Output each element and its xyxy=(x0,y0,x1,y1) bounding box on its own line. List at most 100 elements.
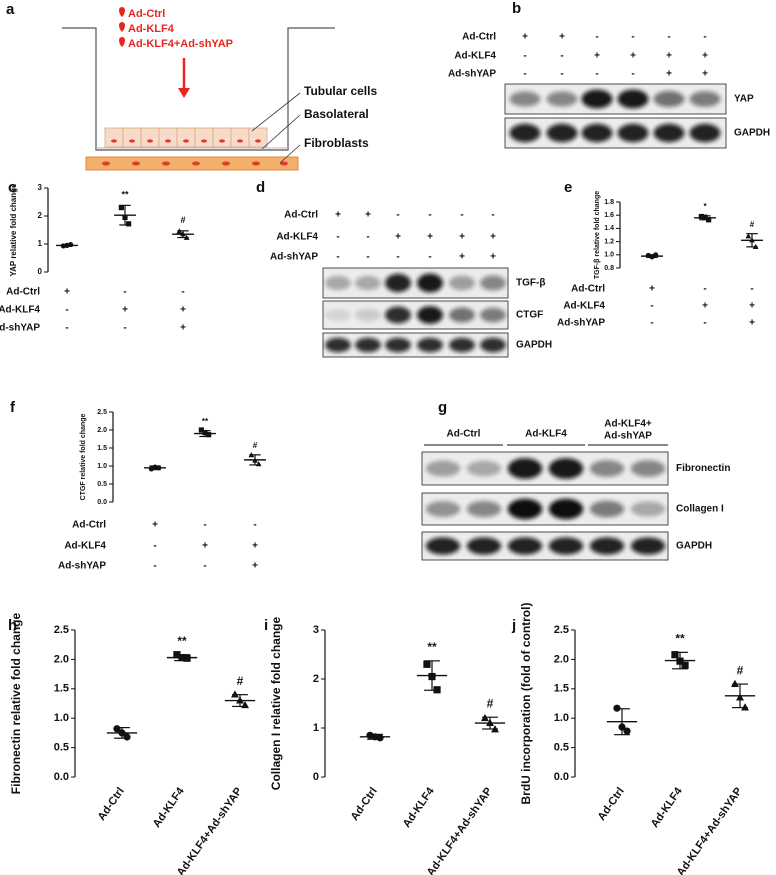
y-axis-label: BrdU incorporation (fold of control) xyxy=(519,603,533,805)
condition-sign: + xyxy=(122,305,128,316)
data-point xyxy=(736,693,744,701)
data-point xyxy=(623,727,631,735)
significance: # xyxy=(180,215,185,225)
band xyxy=(509,91,541,107)
y-tick-label: 1.0 xyxy=(97,463,107,470)
condition-sign: + xyxy=(202,541,208,552)
condition-label: Ad-shYAP xyxy=(58,561,106,572)
data-point xyxy=(206,432,212,438)
band xyxy=(589,460,625,477)
band xyxy=(507,537,543,555)
data-point xyxy=(376,734,384,742)
significance: # xyxy=(237,674,244,688)
condition-sign: - xyxy=(491,210,494,221)
y-tick-label: 0.8 xyxy=(604,265,614,272)
band xyxy=(417,337,443,353)
condition-sign: - xyxy=(650,318,653,329)
condition-sign: - xyxy=(396,210,399,221)
data-point xyxy=(176,228,183,234)
structure-label: Fibroblasts xyxy=(304,136,369,150)
condition-sign: + xyxy=(490,232,496,243)
y-tick-label: 0.0 xyxy=(97,499,107,506)
band xyxy=(417,273,443,293)
significance: # xyxy=(737,663,744,677)
fibroblast-nuclei xyxy=(102,161,288,166)
y-tick-label: 0.5 xyxy=(54,742,69,754)
band xyxy=(325,275,351,291)
data-point xyxy=(241,700,249,709)
y-axis-label: Collagen I relative fold change xyxy=(269,616,283,790)
condition-label: Ad-KLF4 xyxy=(0,305,40,316)
panel-letter: h xyxy=(8,617,17,634)
band xyxy=(385,273,411,293)
treatment-label: Ad-KLF4 xyxy=(128,23,175,35)
band xyxy=(589,537,625,555)
band xyxy=(425,537,461,555)
band xyxy=(425,460,461,477)
band xyxy=(630,537,666,555)
data-point xyxy=(653,252,659,258)
band-label: CTGF xyxy=(516,310,543,321)
y-tick-label: 0.5 xyxy=(554,742,569,754)
band xyxy=(507,498,543,520)
condition-sign: + xyxy=(252,541,258,552)
condition-sign: - xyxy=(153,541,156,552)
y-axis-label: CTGF relative fold change xyxy=(80,414,87,501)
condition-sign: - xyxy=(631,69,634,80)
tubular-nuclei xyxy=(111,139,261,143)
band xyxy=(581,123,613,143)
blot xyxy=(322,300,509,330)
data-point xyxy=(481,713,489,722)
band xyxy=(466,460,502,477)
data-point xyxy=(118,729,126,737)
data-point xyxy=(749,237,755,243)
data-point xyxy=(252,457,258,463)
blot xyxy=(322,267,509,299)
y-tick-label: 1.2 xyxy=(604,238,614,245)
condition-label: Ad-shYAP xyxy=(270,252,318,263)
data-point xyxy=(122,214,128,220)
condition-sign: - xyxy=(181,287,184,298)
band xyxy=(509,123,541,143)
data-point xyxy=(202,429,208,436)
condition-sign: - xyxy=(65,323,68,334)
data-point xyxy=(702,214,708,220)
tubular-cells xyxy=(104,127,268,148)
condition-sign: - xyxy=(65,305,68,316)
y-tick-label: 1 xyxy=(313,722,319,734)
y-tick-label: 1.0 xyxy=(554,712,569,724)
data-point xyxy=(741,703,749,711)
band xyxy=(480,337,506,353)
y-axis-label: YAP relative fold change xyxy=(9,183,18,276)
condition-sign: - xyxy=(366,232,369,243)
y-tick-label: 1.8 xyxy=(604,199,614,206)
y-tick-label: 2.5 xyxy=(97,409,107,416)
condition-label: Ad-shYAP xyxy=(557,318,605,329)
data-point xyxy=(745,233,752,239)
treatment-icons xyxy=(119,7,125,47)
band xyxy=(581,89,613,109)
band xyxy=(689,91,721,107)
condition-sign: - xyxy=(667,32,670,43)
condition-sign: - xyxy=(650,301,653,312)
condition-sign: + xyxy=(459,232,465,243)
band xyxy=(425,501,461,517)
condition-label: Ad-KLF4 xyxy=(64,541,106,552)
condition-sign: - xyxy=(428,252,431,263)
data-point xyxy=(156,465,162,471)
band xyxy=(385,306,411,324)
data-point xyxy=(671,651,679,659)
condition-sign: + xyxy=(666,69,672,80)
y-tick-label: 0 xyxy=(313,771,319,783)
condition-sign: - xyxy=(595,69,598,80)
condition-sign: - xyxy=(703,318,706,329)
panel-a: a Ad-Ctrl Ad-KLF4 Ad-KLF4+Ad-shYAP Tubul… xyxy=(6,1,377,171)
data-point xyxy=(433,686,441,694)
panel-letter: d xyxy=(256,179,265,196)
condition-sign: + xyxy=(594,51,600,62)
panel-letter: e xyxy=(564,179,572,196)
panel-letter: g xyxy=(438,399,447,416)
y-tick-label: 1.5 xyxy=(554,683,569,695)
band xyxy=(546,91,578,107)
significance: ** xyxy=(675,632,685,646)
